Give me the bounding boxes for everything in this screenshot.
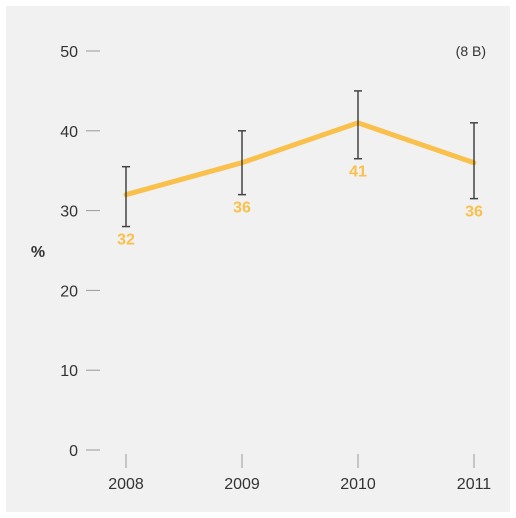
error-bar-2010: [354, 90, 362, 160]
data-label-2010: 41: [349, 164, 367, 181]
x-tick-label-2008: 2008: [108, 476, 144, 493]
y-tick-label-30: 30: [60, 204, 78, 221]
error-bar-2008: [122, 165, 130, 228]
y-axis-label: %: [31, 244, 45, 261]
error-bars: [122, 90, 478, 228]
chart-panel: [6, 6, 510, 512]
series-group: [123, 120, 477, 198]
x-tick-label-2010: 2010: [340, 476, 376, 493]
series-line: [123, 120, 477, 198]
error-bar-2011: [470, 122, 478, 200]
chart-annotation: (8 B): [456, 43, 486, 59]
y-tick-label-40: 40: [60, 124, 78, 141]
data-label-2011: 36: [465, 204, 483, 221]
y-tick-label-20: 20: [60, 283, 78, 300]
x-tick-label-2009: 2009: [224, 476, 260, 493]
data-label-2008: 32: [117, 232, 135, 249]
data-label-2009: 36: [233, 200, 251, 217]
x-tick-label-2011: 2011: [457, 476, 492, 493]
data-labels: 32 36 41 36: [117, 164, 483, 249]
y-tick-label-0: 0: [69, 443, 78, 460]
y-tick-label-10: 10: [60, 363, 78, 380]
y-tick-label-50: 50: [60, 44, 78, 61]
y-axis: 0 10 20 30 40 50: [60, 44, 100, 460]
x-axis: 2008 2009 2010 2011: [108, 454, 491, 493]
error-bar-2009: [238, 130, 246, 196]
